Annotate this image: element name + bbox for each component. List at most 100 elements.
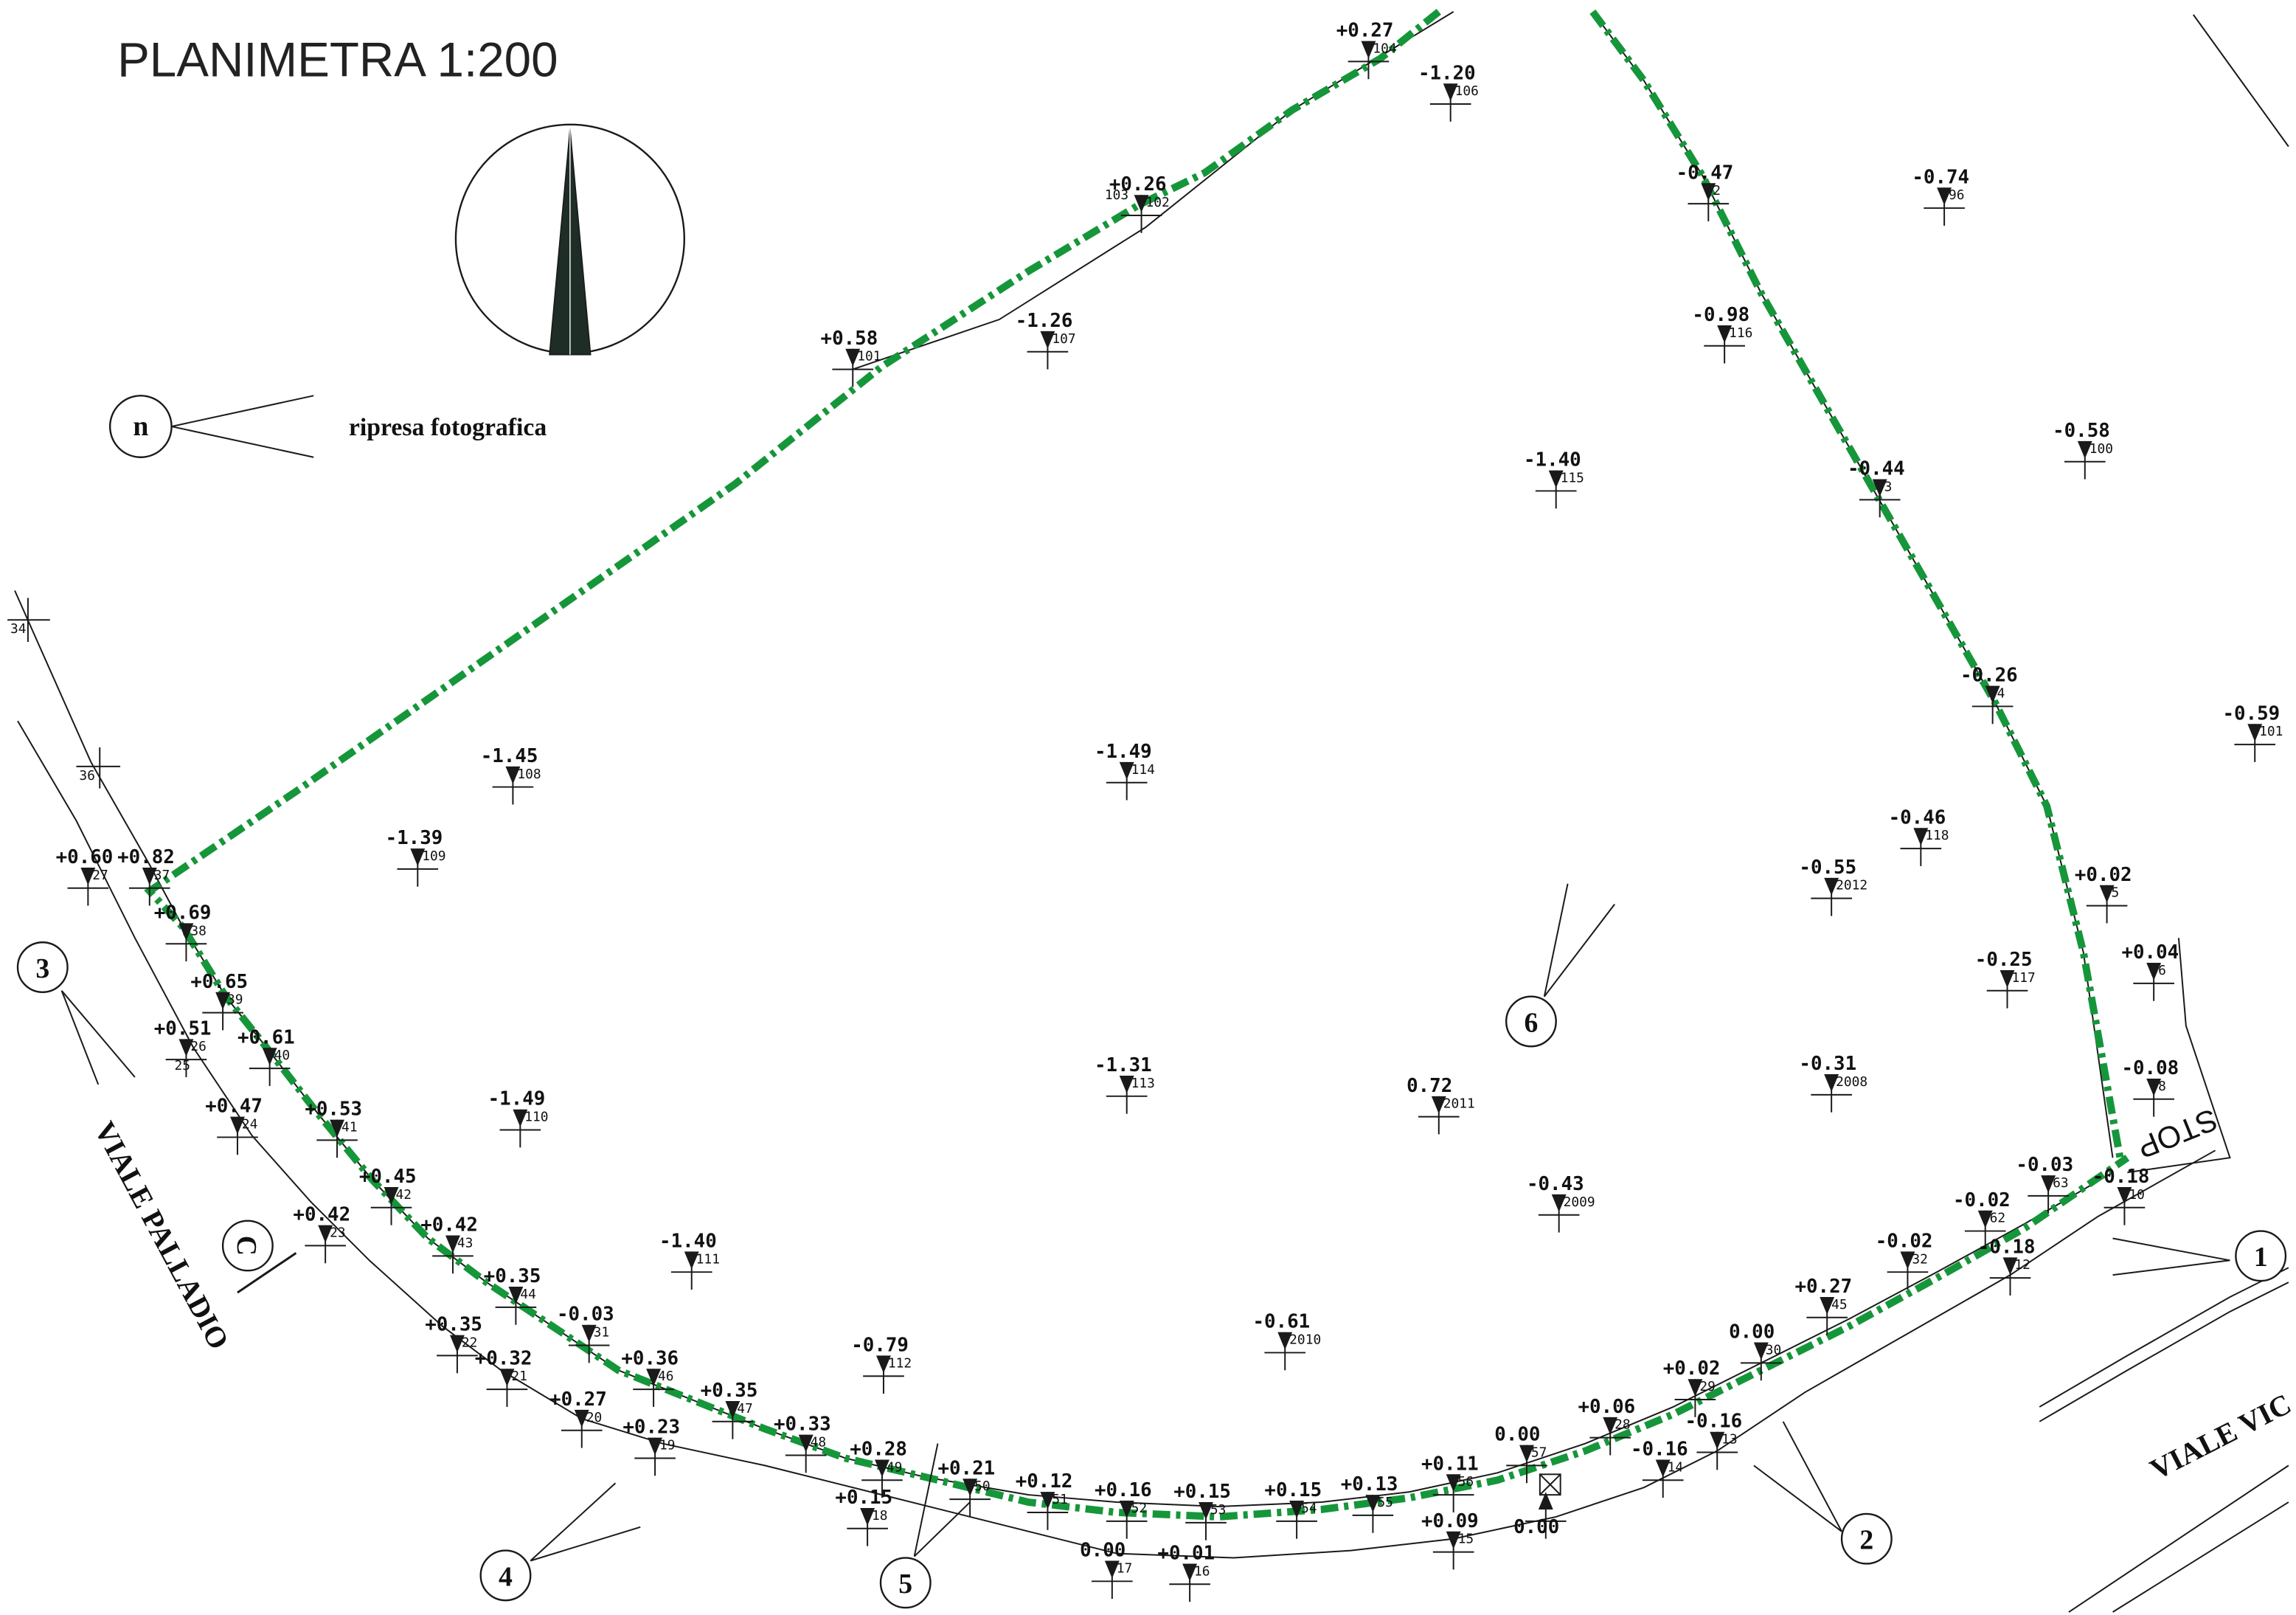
spot-elevation: -1.39 [386, 827, 443, 849]
spot-point-id: 39 [227, 992, 243, 1008]
spot-height: +0.025 [2075, 864, 2132, 924]
site-boundary [144, 9, 2130, 1521]
spot-elevation: +0.15 [1264, 1479, 1322, 1501]
spot-point-id: 32 [1912, 1251, 1928, 1267]
spot-point-id: 47 [737, 1401, 753, 1417]
spot-point-id: 114 [1131, 762, 1155, 778]
spot-point-id: 62 [1990, 1211, 2006, 1226]
spot-point-id: 20 [586, 1410, 603, 1425]
spot-point-id: 56 [1458, 1474, 1474, 1490]
spot-elevation: +0.02 [1663, 1358, 1721, 1380]
photo-point-2: 2 [1753, 1421, 1893, 1565]
spot-elevation: -0.18 [1978, 1236, 2036, 1258]
spot-point-id: 46 [658, 1369, 674, 1384]
spot-point-id: 21 [511, 1369, 527, 1384]
photo-point-3-label: 3 [35, 953, 49, 984]
spot-point-id: 29 [1699, 1379, 1716, 1394]
spot-point-id: 48 [811, 1435, 827, 1450]
spot-point-id: 53 [1210, 1502, 1227, 1518]
spot-elevation: -0.59 [2223, 702, 2281, 724]
spot-elevation: +0.27 [1336, 20, 1394, 42]
street-viale-vic: VIALE VIC [2145, 1388, 2296, 1487]
section-mark: C [221, 1220, 297, 1294]
spot-elevation: -1.20 [1418, 62, 1476, 84]
spot-point-id: 115 [1561, 471, 1584, 486]
spot-elevation: -0.98 [1692, 304, 1749, 326]
spot-elevation: -0.74 [1912, 166, 1969, 188]
spot-point-id: 49 [887, 1459, 903, 1475]
spot-elevation: -1.40 [1524, 449, 1581, 471]
spot-elevation: -0.55 [1799, 857, 1856, 879]
spot-elevation: +0.27 [549, 1389, 607, 1411]
spot-elevation: -0.16 [1631, 1438, 1688, 1460]
manhole-icon [1539, 1473, 1561, 1496]
spot-elevation: -0.25 [1975, 949, 2033, 971]
spot-elevation: 0.00 [1080, 1540, 1126, 1562]
spot-point-id: 50 [974, 1479, 991, 1494]
spot-elevation: +0.32 [475, 1347, 533, 1369]
spot-elevation: -0.02 [1953, 1189, 2011, 1211]
legend-symbol: n [133, 411, 148, 442]
spot-elevation: +0.58 [821, 328, 878, 350]
legend-label: ripresa fotografica [349, 414, 547, 441]
photo-point-2-label: 2 [1859, 1525, 1873, 1556]
spot-elevation: +0.04 [2121, 941, 2179, 964]
photo-point-6: 6 [1505, 883, 1615, 1048]
street-viale-palladio: VIALE PALLADIO [88, 1116, 235, 1355]
spot-point-id: 15 [1458, 1532, 1474, 1547]
spot-height: -0.443 [1848, 458, 1905, 518]
spot-point-id: 51 [1052, 1492, 1068, 1507]
spot-point-id: 100 [2089, 441, 2113, 457]
spot-point-id: 17 [1117, 1560, 1133, 1576]
spot-elevation: +0.15 [835, 1487, 892, 1509]
spot-point-id: 101 [857, 349, 881, 364]
spot-elevation: +0.47 [205, 1096, 263, 1118]
spot-point-id: 40 [274, 1048, 291, 1063]
spot-point-id: 27 [92, 868, 108, 883]
spot-elevation: +0.65 [190, 971, 248, 993]
spot-point-id: 54 [1301, 1501, 1317, 1516]
legend: n ripresa fotografica [108, 395, 547, 458]
spot-elevation: -0.08 [2121, 1057, 2179, 1079]
spot-elevation: +0.61 [237, 1026, 295, 1048]
spot-elevation: +0.28 [850, 1438, 907, 1460]
edge-id: 25 [175, 1058, 191, 1073]
edge-labels: 34 36 25 103 [7, 187, 1128, 1073]
north-arrow [454, 123, 685, 356]
spot-height: -0.088 [2121, 1057, 2179, 1117]
spot-elevation: +0.12 [1016, 1470, 1073, 1493]
spot-elevation: -0.26 [1960, 665, 2018, 687]
spot-point-id: 22 [462, 1335, 478, 1350]
